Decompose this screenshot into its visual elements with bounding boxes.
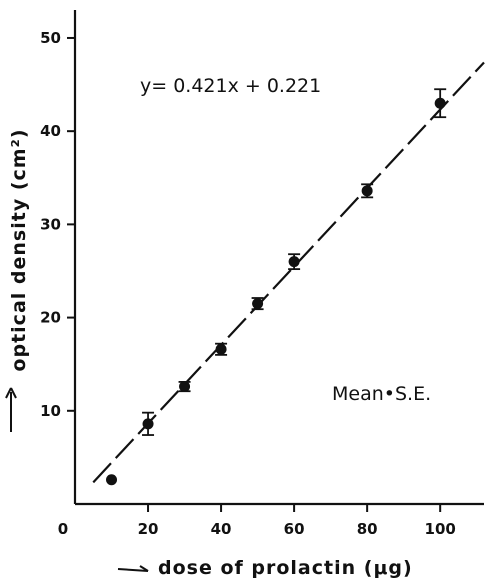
y-axis-label: optical density (cm²): [8, 128, 30, 371]
x-tick-label: 80: [357, 520, 378, 538]
data-point: [142, 418, 154, 430]
data-point: [106, 474, 118, 486]
x-tick-label: 100: [425, 520, 456, 538]
x-tick-label: 40: [211, 520, 232, 538]
x-tick-label: 60: [284, 520, 305, 538]
data-point: [215, 343, 227, 355]
data-point: [179, 381, 191, 393]
data-point: [288, 256, 300, 268]
legend-label: Mean•S.E.: [332, 383, 431, 405]
y-tick-label: 30: [40, 215, 61, 233]
axes: [73, 10, 484, 506]
y-tick-label: 50: [40, 29, 61, 47]
x-tick-label: 20: [138, 520, 159, 538]
fit-equation: y= 0.421x + 0.221: [140, 75, 321, 97]
data-points: [106, 88, 447, 486]
y-tick-label: 40: [40, 122, 61, 140]
y-tick-label: 10: [40, 402, 61, 420]
x-tick-label: 0: [58, 520, 68, 538]
ticks: 10 20 30 40 50 0 20 40 60 80 100: [40, 29, 456, 538]
y-axis-arrow: [5, 387, 17, 432]
fit-line-layer: [92, 61, 485, 484]
data-point: [252, 298, 264, 310]
data-point: [361, 185, 373, 197]
fit-line: [92, 61, 485, 484]
data-point: [434, 97, 446, 109]
x-axis-arrow: [117, 565, 149, 572]
x-axis-label: dose of prolactin (μg): [158, 557, 413, 579]
y-tick-label: 20: [40, 309, 61, 327]
